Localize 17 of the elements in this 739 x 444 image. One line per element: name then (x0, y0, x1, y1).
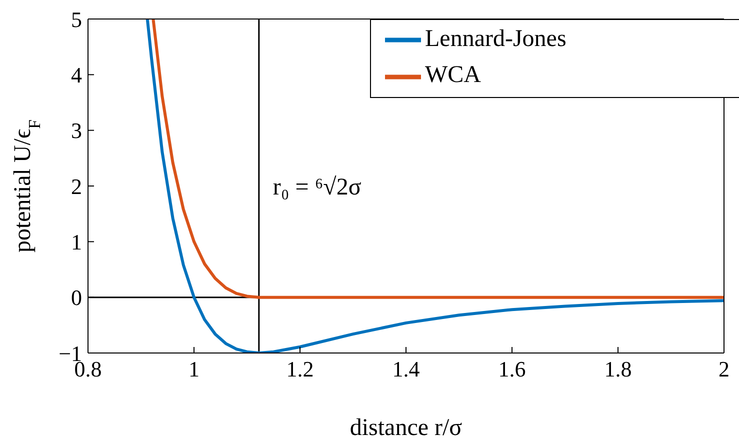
x-tick-label: 1.8 (604, 356, 632, 382)
legend-label: WCA (425, 62, 481, 88)
x-tick-label: 1.2 (286, 356, 314, 382)
line-series (152, 19, 724, 299)
x-axis-title: distance r/σ (350, 415, 462, 442)
y-tick-label: 5 (71, 6, 82, 32)
legend-label: Lennard-Jones (425, 26, 566, 52)
ref-line-label: r₀ = ⁶√2σ (272, 174, 362, 201)
x-tick-label: 1.6 (498, 356, 526, 382)
y-tick-label: 0 (71, 285, 82, 310)
x-tick-label: 2 (718, 356, 730, 382)
y-tick-label: 4 (71, 62, 82, 88)
y-tick-label: 3 (71, 118, 82, 144)
x-tick-label: 1 (188, 356, 200, 382)
x-tick-label: 1.4 (392, 356, 420, 382)
y-tick-label: 1 (71, 229, 82, 254)
y-tick-label: 2 (71, 174, 82, 199)
